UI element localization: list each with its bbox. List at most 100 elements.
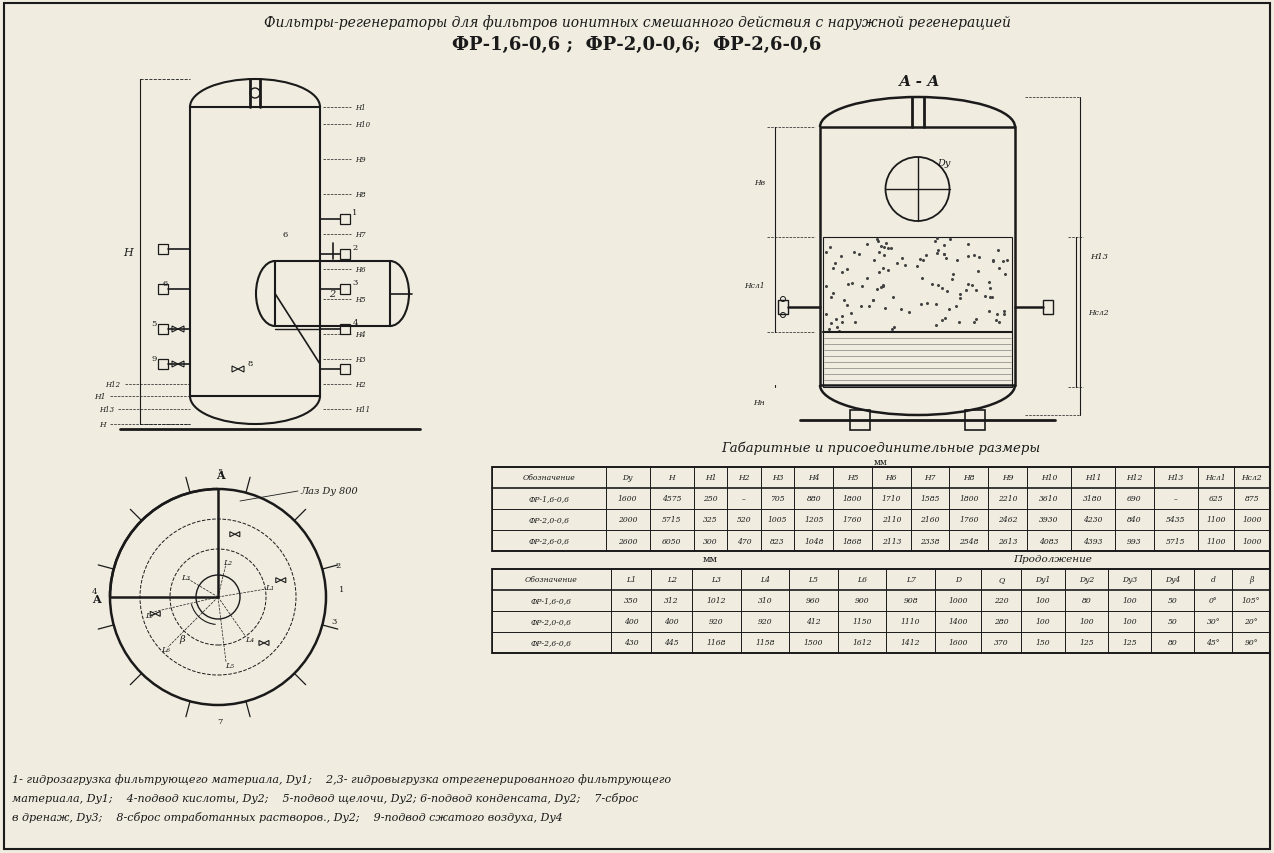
Text: 400: 400: [664, 618, 679, 626]
Text: Обозначение: Обозначение: [522, 474, 576, 482]
Text: 1760: 1760: [959, 516, 978, 524]
Text: H: H: [124, 247, 132, 258]
Text: 150: 150: [1036, 639, 1050, 647]
Text: Нсл2: Нсл2: [1242, 474, 1263, 482]
Text: мм: мм: [874, 457, 888, 467]
Text: 908: 908: [903, 597, 919, 605]
Bar: [340, 364, 350, 374]
Text: 2113: 2113: [882, 537, 901, 545]
Bar: [158, 285, 168, 294]
Text: 50: 50: [1168, 597, 1177, 605]
Text: 2548: 2548: [959, 537, 978, 545]
Text: H4: H4: [355, 331, 366, 339]
Text: 705: 705: [771, 495, 785, 503]
Text: 430: 430: [624, 639, 638, 647]
Text: 90°: 90°: [1245, 639, 1257, 647]
Text: L₁: L₁: [265, 583, 274, 591]
Text: материала, Dy1;    4-подвод кислоты, Dy2;    5-подвод щелочи, Dy2; 6-подвод конд: материала, Dy1; 4-подвод кислоты, Dy2; 5…: [11, 792, 638, 804]
Text: ФР-2,6-0,6: ФР-2,6-0,6: [531, 639, 572, 647]
Bar: [820, 128, 1015, 386]
Text: 80: 80: [1082, 597, 1091, 605]
Text: ФР-2,0-0,6: ФР-2,0-0,6: [529, 516, 569, 524]
Text: 1205: 1205: [804, 516, 823, 524]
Text: L₃: L₃: [181, 573, 191, 581]
Text: H11: H11: [355, 405, 371, 414]
Text: ФР-2,6-0,6: ФР-2,6-0,6: [529, 537, 569, 545]
Text: 690: 690: [1127, 495, 1142, 503]
Text: 4: 4: [352, 319, 358, 327]
Text: H7: H7: [355, 230, 366, 239]
Text: H5: H5: [355, 296, 366, 304]
Text: в дренаж, Dy3;    8-сброс отработанных растворов., Dy2;    9-подвод сжатого возд: в дренаж, Dy3; 8-сброс отработанных раст…: [11, 811, 563, 822]
Bar: [190, 107, 320, 397]
Text: 100: 100: [1036, 618, 1050, 626]
Text: 1150: 1150: [852, 618, 871, 626]
Bar: [158, 325, 168, 334]
Text: 280: 280: [994, 618, 1009, 626]
Text: 880: 880: [806, 495, 822, 503]
Text: ФР-1,6-0,6: ФР-1,6-0,6: [531, 597, 572, 605]
Text: 1005: 1005: [768, 516, 787, 524]
Text: H5: H5: [847, 474, 859, 482]
Text: L₆: L₆: [162, 645, 171, 653]
Text: 2000: 2000: [618, 516, 637, 524]
Text: 20°: 20°: [1245, 618, 1257, 626]
Text: 1000: 1000: [1242, 537, 1261, 545]
Bar: [158, 360, 168, 369]
Text: H6: H6: [355, 265, 366, 274]
Text: 250: 250: [703, 495, 717, 503]
Text: 6: 6: [283, 230, 288, 239]
Text: 2110: 2110: [882, 516, 901, 524]
Text: 5435: 5435: [1166, 516, 1185, 524]
Text: L7: L7: [906, 576, 916, 583]
Text: 2: 2: [353, 244, 358, 252]
Bar: [1043, 300, 1054, 315]
Text: L5: L5: [809, 576, 818, 583]
Text: Dy: Dy: [623, 474, 633, 482]
Bar: [340, 285, 350, 294]
Text: Dy4: Dy4: [1166, 576, 1181, 583]
Text: Dy3: Dy3: [1122, 576, 1138, 583]
Text: 45°: 45°: [1206, 639, 1220, 647]
Text: 4: 4: [92, 588, 97, 595]
Text: H12: H12: [104, 380, 120, 389]
Text: 520: 520: [736, 516, 752, 524]
Text: 470: 470: [736, 537, 752, 545]
Text: 100: 100: [1122, 597, 1136, 605]
Text: 1612: 1612: [852, 639, 871, 647]
Text: 1412: 1412: [901, 639, 921, 647]
Text: H13: H13: [99, 405, 113, 414]
Text: 8: 8: [247, 360, 252, 368]
Text: 220: 220: [994, 597, 1009, 605]
Bar: [340, 215, 350, 224]
Text: 3180: 3180: [1083, 495, 1103, 503]
Text: 1168: 1168: [707, 639, 726, 647]
Text: H4: H4: [808, 474, 819, 482]
Text: 2613: 2613: [998, 537, 1018, 545]
Text: 960: 960: [806, 597, 820, 605]
Bar: [340, 325, 350, 334]
Text: Лаз Dy 800: Лаз Dy 800: [299, 487, 358, 496]
Bar: [778, 300, 789, 315]
Text: H10: H10: [355, 121, 371, 129]
Text: 312: 312: [664, 597, 679, 605]
Bar: [823, 238, 1012, 387]
Text: 100: 100: [1122, 618, 1136, 626]
Text: β: β: [180, 635, 185, 644]
Text: Нсл1: Нсл1: [1205, 474, 1226, 482]
Text: 823: 823: [771, 537, 785, 545]
Text: А - А: А - А: [899, 75, 940, 89]
Text: мм: мм: [702, 554, 717, 563]
Text: 1868: 1868: [843, 537, 862, 545]
Text: d: d: [1210, 576, 1215, 583]
Text: 1048: 1048: [804, 537, 823, 545]
Text: 310: 310: [758, 597, 772, 605]
Bar: [964, 410, 985, 431]
Text: 900: 900: [855, 597, 869, 605]
Text: 125: 125: [1122, 639, 1136, 647]
Text: 1760: 1760: [843, 516, 862, 524]
Text: 3610: 3610: [1040, 495, 1059, 503]
Text: Нсл1: Нсл1: [744, 281, 764, 289]
Text: 445: 445: [664, 639, 679, 647]
Text: 4393: 4393: [1083, 537, 1103, 545]
